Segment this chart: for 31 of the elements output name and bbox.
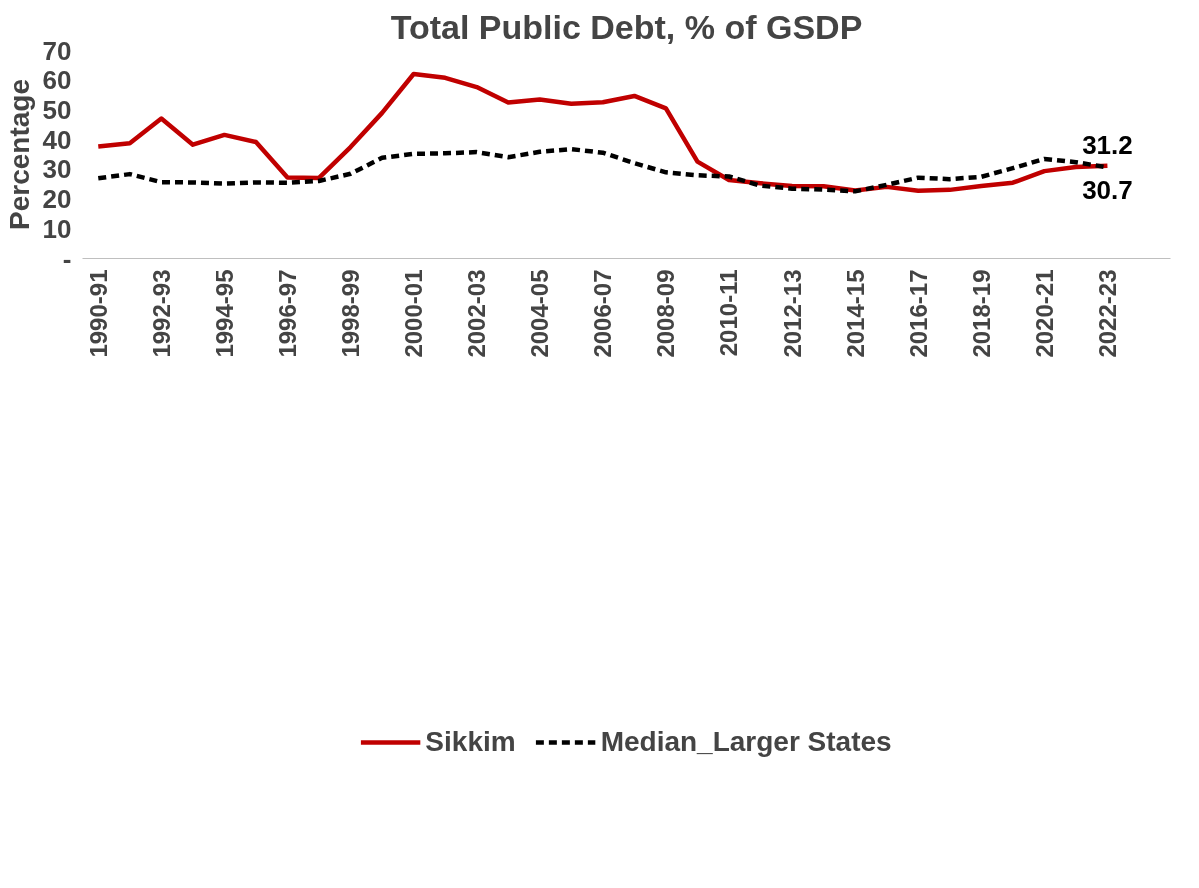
legend-label: Sikkim	[425, 726, 516, 758]
x-tick-label: 2000-01	[400, 269, 428, 358]
chart-title: Total Public Debt, % of GSDP	[390, 7, 863, 46]
x-tick-label: 1992-93	[147, 269, 175, 358]
x-tick-label: 2016-17	[904, 269, 932, 358]
x-tick-label: 2012-13	[778, 269, 806, 358]
y-tick-label: 20	[42, 184, 72, 215]
x-tick-label: 1990-91	[84, 269, 112, 358]
y-tick-label: 30	[42, 154, 72, 185]
x-tick-label: 2014-15	[841, 269, 869, 358]
x-tick-label: 1996-97	[273, 269, 301, 358]
x-tick-label: 2018-19	[967, 269, 995, 358]
y-tick-label: 70	[42, 35, 72, 66]
x-tick-label: 1994-95	[210, 269, 238, 358]
x-tick-label: 2008-09	[652, 269, 680, 358]
y-tick-label: 10	[42, 213, 72, 244]
y-tick-label: 50	[42, 94, 72, 125]
data-label: 30.7	[1082, 175, 1133, 206]
legend-label: Median_Larger States	[600, 726, 892, 758]
data-label: 31.2	[1082, 129, 1133, 160]
x-tick-label: 2004-05	[526, 269, 554, 358]
x-tick-label: 2002-03	[463, 269, 491, 358]
y-tick-label: 60	[42, 65, 72, 96]
y-tick-label: -	[62, 243, 72, 274]
y-tick-label: 40	[42, 124, 72, 155]
y-axis-title: Percentage	[3, 79, 35, 230]
x-tick-label: 2006-07	[589, 269, 617, 358]
x-tick-label: 2022-23	[1093, 269, 1121, 358]
x-tick-label: 1998-99	[337, 269, 365, 358]
x-tick-label: 2020-21	[1030, 269, 1058, 358]
x-tick-label: 2010-11	[715, 269, 743, 357]
